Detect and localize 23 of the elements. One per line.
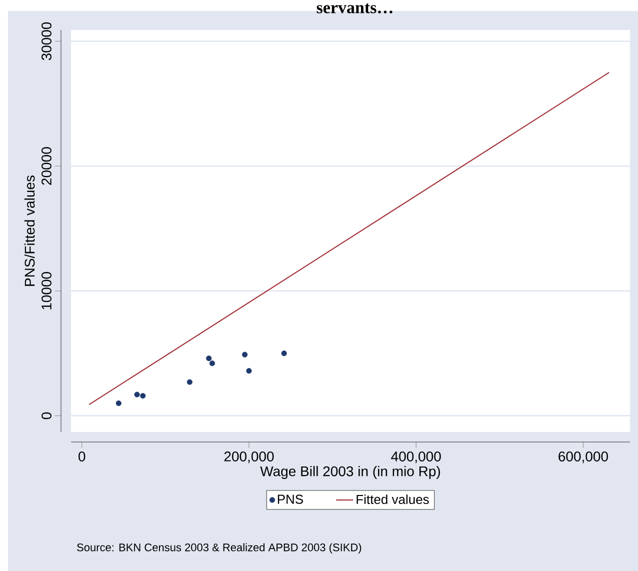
point: [186, 379, 192, 385]
y-tick-label: 20000: [42, 147, 52, 185]
point: [246, 368, 252, 374]
x-tick-label: 0: [78, 452, 86, 462]
point: [206, 356, 212, 362]
x-tick-label: 200,000: [224, 452, 274, 464]
point: [116, 400, 122, 406]
point: [242, 352, 248, 358]
y-tick-label: 10000: [42, 272, 52, 310]
source-note: Source: BKN Census 2003 & Realized APBD 2003 (SIKD): [77, 543, 362, 554]
point: [209, 360, 216, 366]
x-tick-label: 400,000: [391, 452, 441, 464]
y-axis-title: PNS/Fitted values: [24, 176, 35, 286]
y-tick-label: 0: [42, 412, 52, 420]
y-tick-label: 30000: [42, 22, 52, 60]
x-axis-title: Wage Bill 2003 in (in mio Rp): [260, 466, 440, 480]
legend-label: Fitted values: [356, 494, 429, 504]
chart-title: servants…: [316, 4, 392, 14]
x-tick-label: 600,000: [558, 452, 608, 464]
point: [134, 392, 140, 398]
legend-label: PNS: [278, 494, 303, 504]
point: [281, 350, 287, 356]
point: [140, 392, 146, 399]
